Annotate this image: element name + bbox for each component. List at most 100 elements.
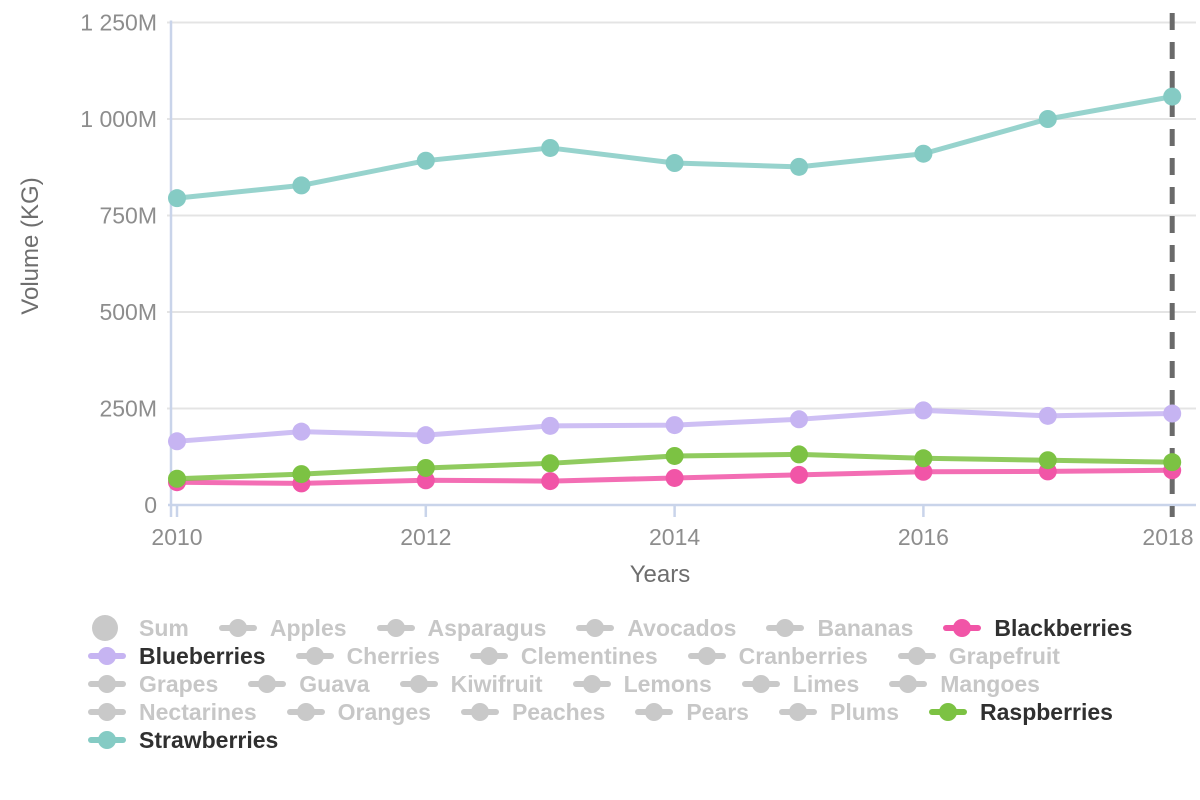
plums-line-dot-icon [778, 698, 817, 726]
legend-item-grapefruit[interactable]: Grapefruit [897, 642, 1060, 670]
series-raspberries-point-2013[interactable] [541, 454, 560, 473]
nectarines-line-dot-icon [88, 698, 126, 726]
x-tick-label-2014: 2014 [649, 524, 700, 550]
series-blueberries-point-2016[interactable] [914, 401, 933, 420]
series-strawberries-point-2010[interactable] [168, 189, 186, 208]
cherries-line-dot-icon [295, 642, 334, 670]
legend-item-sum[interactable]: Sum [88, 614, 189, 642]
legend-item-strawberries[interactable]: Strawberries [88, 726, 278, 754]
series-strawberries-point-2014[interactable] [665, 154, 684, 173]
legend-row-5: Strawberries [88, 726, 1148, 754]
legend-item-asparagus[interactable]: Asparagus [376, 614, 547, 642]
y-tick-label-250: 250M [99, 396, 157, 422]
legend-item-apples[interactable]: Apples [218, 614, 347, 642]
legend-item-oranges[interactable]: Oranges [286, 698, 431, 726]
legend-item-limes[interactable]: Limes [741, 670, 860, 698]
blueberries-line-dot-icon [88, 642, 126, 670]
series-raspberries-point-2018[interactable] [1163, 453, 1182, 472]
lemons-line-dot-icon [572, 670, 611, 698]
series-raspberries-point-2014[interactable] [665, 446, 684, 465]
legend-label: Lemons [623, 671, 712, 697]
legend-item-grapes[interactable]: Grapes [88, 670, 218, 698]
series-strawberries-point-2015[interactable] [790, 157, 808, 176]
series-raspberries [168, 445, 1182, 488]
series-blackberries-point-2015[interactable] [790, 465, 808, 484]
legend-label: Oranges [337, 699, 431, 725]
legend-item-blackberries[interactable]: Blackberries [943, 614, 1132, 642]
y-tick-label-1250: 1 250M [80, 10, 157, 36]
series-blueberries-point-2010[interactable] [168, 432, 186, 451]
apples-line-dot-icon [218, 614, 257, 642]
series-blackberries-point-2014[interactable] [665, 468, 684, 487]
legend-item-cranberries[interactable]: Cranberries [687, 642, 868, 670]
gridlines [167, 21, 1196, 410]
strawberries-line-dot-icon [88, 726, 126, 754]
axes [168, 20, 1196, 517]
legend-label: Blueberries [139, 643, 266, 669]
y-tick-label-0: 0 [144, 492, 157, 518]
legend-item-raspberries[interactable]: Raspberries [929, 698, 1113, 726]
legend-item-cherries[interactable]: Cherries [295, 642, 440, 670]
series-raspberries-point-2010[interactable] [168, 469, 186, 488]
legend-row-2: Blueberries Cherries Clementines Cranberrie… [88, 642, 1148, 670]
series-raspberries-point-2011[interactable] [292, 465, 311, 484]
legend-label: Apples [269, 615, 347, 641]
legend-item-mangoes[interactable]: Mangoes [889, 670, 1040, 698]
series-raspberries-point-2012[interactable] [416, 458, 435, 477]
x-tick-label-2016: 2016 [898, 524, 949, 550]
legend-item-guava[interactable]: Guava [248, 670, 370, 698]
grapes-line-dot-icon [88, 670, 126, 698]
series-raspberries-point-2015[interactable] [790, 445, 808, 464]
legend-label: Strawberries [139, 727, 279, 753]
series-strawberries-point-2017[interactable] [1038, 110, 1057, 128]
series-blueberries-point-2013[interactable] [541, 416, 560, 435]
bananas-line-dot-icon [766, 614, 805, 642]
legend-row-1: Sum Apples Asparagus Avocados Bananas Blackbe… [88, 614, 1148, 642]
series-blueberries-point-2015[interactable] [790, 410, 808, 429]
chart-canvas: Volume (KG) 0 250M 500M 750M 1 000M 1 250M 201… [17, 10, 1196, 588]
mangoes-line-dot-icon [889, 670, 928, 698]
series-blackberries-point-2013[interactable] [541, 472, 560, 491]
legend-item-clementines[interactable]: Clementines [469, 642, 658, 670]
legend-item-kiwifruit[interactable]: Kiwifruit [399, 670, 543, 698]
series-blueberries-point-2011[interactable] [292, 422, 311, 441]
x-tick-label-2010: 2010 [151, 524, 202, 550]
series-raspberries-point-2016[interactable] [914, 449, 933, 468]
legend-item-pears[interactable]: Pears [635, 698, 749, 726]
limes-line-dot-icon [741, 670, 780, 698]
legend-label: Avocados [627, 615, 737, 641]
series-strawberries-point-2013[interactable] [541, 138, 560, 157]
chart-legend: Sum Apples Asparagus Avocados Bananas Blackbe… [88, 614, 1148, 754]
x-tick-label-2018: 2018 [1142, 524, 1193, 550]
series-blackberries-point-2012[interactable] [416, 471, 435, 490]
legend-label: Nectarines [139, 699, 257, 725]
legend-item-peaches[interactable]: Peaches [460, 698, 606, 726]
legend-item-plums[interactable]: Plums [778, 698, 899, 726]
blackberries-line-dot-icon [943, 614, 982, 642]
legend-label: Peaches [511, 699, 606, 725]
y-tick-label-500: 500M [99, 299, 157, 325]
series-strawberries-point-2016[interactable] [914, 144, 933, 163]
legend-item-blueberries[interactable]: Blueberries [88, 642, 266, 670]
legend-label: Kiwifruit [450, 671, 543, 697]
legend-item-lemons[interactable]: Lemons [572, 670, 712, 698]
series-blueberries-point-2017[interactable] [1038, 406, 1057, 425]
legend-label: Grapefruit [948, 643, 1060, 669]
cranberries-line-dot-icon [687, 642, 726, 670]
legend-item-nectarines[interactable]: Nectarines [88, 698, 257, 726]
x-tick-label-2012: 2012 [400, 524, 451, 550]
series-blueberries-point-2012[interactable] [416, 426, 435, 445]
legend-label: Raspberries [980, 699, 1113, 725]
series-blueberries-point-2014[interactable] [665, 416, 684, 435]
series-strawberries-point-2011[interactable] [292, 176, 311, 195]
series-blackberries [168, 461, 1182, 493]
series-blackberries-point-2016[interactable] [914, 462, 933, 481]
series-raspberries-point-2017[interactable] [1038, 451, 1057, 470]
series-strawberries-point-2012[interactable] [416, 151, 435, 170]
legend-item-bananas[interactable]: Bananas [766, 614, 913, 642]
legend-label: Limes [792, 671, 860, 697]
legend-item-avocados[interactable]: Avocados [576, 614, 736, 642]
legend-label: Asparagus [427, 615, 547, 641]
series-strawberries-point-2018[interactable] [1163, 87, 1182, 106]
series-blueberries-point-2018[interactable] [1163, 404, 1182, 423]
